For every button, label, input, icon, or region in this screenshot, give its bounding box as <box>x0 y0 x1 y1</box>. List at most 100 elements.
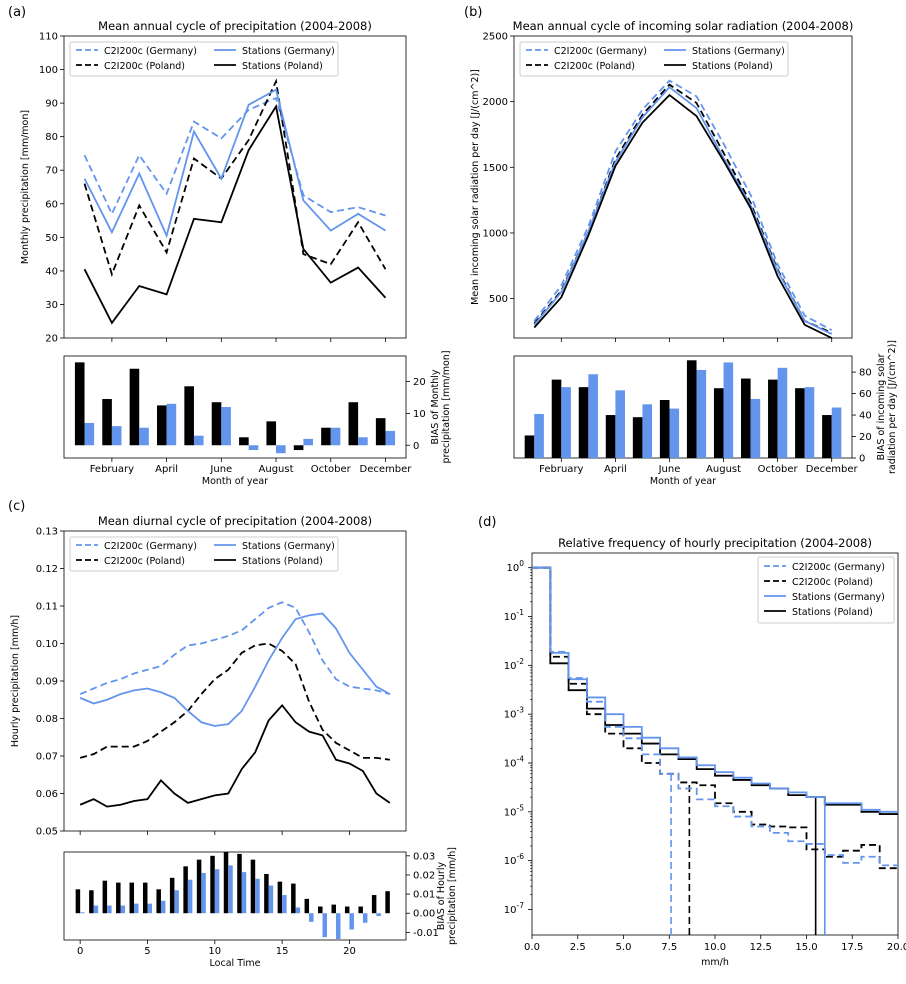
bias-bar-germany <box>214 869 220 914</box>
legend-label: C2I200c (Poland) <box>104 556 185 567</box>
x-tick-label: 10.0 <box>704 942 726 953</box>
chart-title: Mean diurnal cycle of precipitation (200… <box>98 514 372 528</box>
bias-bar-germany <box>777 367 788 458</box>
series-line-4 <box>533 93 833 339</box>
bias-bar-poland <box>768 379 778 458</box>
bias-bar-germany <box>358 437 368 446</box>
bias-bar-germany <box>309 913 314 922</box>
bias-bar-poland <box>210 855 215 914</box>
y-tick-label: 0.07 <box>36 752 58 763</box>
legend-label: Stations (Poland) <box>792 607 873 618</box>
bias-bar-poland <box>605 415 616 458</box>
y-tick-label: 10-5 <box>504 803 524 818</box>
legend-label: Stations (Poland) <box>242 61 323 72</box>
y-tick-label: 10-6 <box>504 852 524 867</box>
y-tick-label: 0.06 <box>36 789 58 800</box>
y-axis-label: Mean incoming solar radiation per day [J… <box>470 69 481 305</box>
y-tick-label: 1000 <box>483 228 508 239</box>
bias-bar-germany <box>120 905 126 914</box>
bias-bar-poland <box>184 386 194 446</box>
x-tick-label: October <box>311 464 352 475</box>
chart-title: Mean annual cycle of precipitation (2004… <box>98 19 372 33</box>
bias-bar-germany <box>255 878 260 914</box>
bias-bar-poland <box>237 853 242 914</box>
x-tick-label: 12.5 <box>750 942 772 953</box>
legend-box <box>69 536 339 572</box>
bias-bar-poland <box>183 866 188 914</box>
bias-bar-germany <box>111 426 122 446</box>
x-tick-label: December <box>806 464 859 475</box>
bias-bar-poland <box>264 874 269 914</box>
bias-bar-germany <box>362 913 368 923</box>
x-tick-label: June <box>209 464 232 475</box>
bias-bar-germany <box>248 445 259 451</box>
y-axis-label: Monthly precipitation [mm/mon] <box>20 110 31 264</box>
bias-bar-germany <box>147 903 152 914</box>
bias-bar-poland <box>318 906 323 914</box>
bias-bar-poland <box>375 418 386 446</box>
x-tick-label: December <box>360 464 413 475</box>
y-tick-label: 60 <box>859 389 872 400</box>
bias-bar-germany <box>276 445 286 454</box>
series-line-4 <box>79 703 391 808</box>
bias-bar-poland <box>741 378 751 458</box>
bias-bar-poland <box>385 891 390 914</box>
bias-bar-germany <box>723 362 734 458</box>
step-series-2 <box>532 566 898 870</box>
bias-bar-germany <box>268 885 274 914</box>
y-tick-label: 40 <box>859 411 872 422</box>
bias-bar-poland <box>659 400 670 458</box>
bias-bar-germany <box>669 408 680 458</box>
x-tick-label: August <box>706 464 741 475</box>
x-tick-label: 20 <box>343 946 356 957</box>
bias-bar-germany <box>385 430 396 446</box>
y-tick-label: 10-2 <box>504 657 524 672</box>
y-tick-label: 0.02 <box>413 870 435 881</box>
x-tick-label: 5.0 <box>616 942 632 953</box>
bias-bar-germany <box>174 890 179 914</box>
bias-bar-poland <box>169 877 175 914</box>
y-tick-label: 10-7 <box>504 901 524 916</box>
bias-bar-germany <box>804 387 815 458</box>
bias-bar-poland <box>116 882 121 914</box>
bias-bar-germany <box>376 913 381 917</box>
x-tick-label: April <box>155 464 178 475</box>
x-tick-label: August <box>259 464 294 475</box>
y-tick-label: 70 <box>45 166 58 177</box>
bias-bar-germany <box>696 369 707 458</box>
chart-title: Mean annual cycle of incoming solar radi… <box>513 19 854 33</box>
bias-bar-poland <box>239 437 249 446</box>
y-tick-label: 100 <box>506 559 524 574</box>
y-tick-label: 0.03 <box>413 851 435 862</box>
bias-bar-poland <box>524 435 535 458</box>
bias-bar-germany <box>84 422 95 446</box>
bias-bar-poland <box>632 417 643 458</box>
y-tick-label: 80 <box>45 132 58 143</box>
bias-bar-poland <box>196 859 202 914</box>
y-tick-label: 50 <box>45 233 58 244</box>
y-tick-label: 0 <box>859 454 865 465</box>
y-tick-label: 10-1 <box>504 608 524 623</box>
y-tick-label: 2000 <box>483 97 508 108</box>
bias-bar-poland <box>348 402 359 446</box>
chart-title: Relative frequency of hourly precipitati… <box>558 536 872 550</box>
bias-bar-poland <box>266 421 277 446</box>
bias-bar-poland <box>250 859 256 914</box>
legend-label: C2I200c (Germany) <box>792 562 885 573</box>
step-series-3 <box>532 566 898 813</box>
x-tick-label: 5 <box>144 946 150 957</box>
bias-bar-poland <box>142 882 148 914</box>
bias-bar-germany <box>831 407 842 458</box>
y-tick-label: 10-3 <box>504 706 524 721</box>
x-axis-label: Month of year <box>650 476 716 487</box>
y-tick-label: 10-4 <box>504 754 524 769</box>
y-tick-label: 0.12 <box>36 564 58 575</box>
x-tick-label: 7.5 <box>661 942 677 953</box>
legend-label: C2I200c (Germany) <box>104 46 197 57</box>
series-line-2 <box>533 83 833 334</box>
bias-bar-poland <box>89 890 94 914</box>
bias-bar-germany <box>160 900 166 914</box>
legend-label: C2I200c (Poland) <box>554 61 635 72</box>
